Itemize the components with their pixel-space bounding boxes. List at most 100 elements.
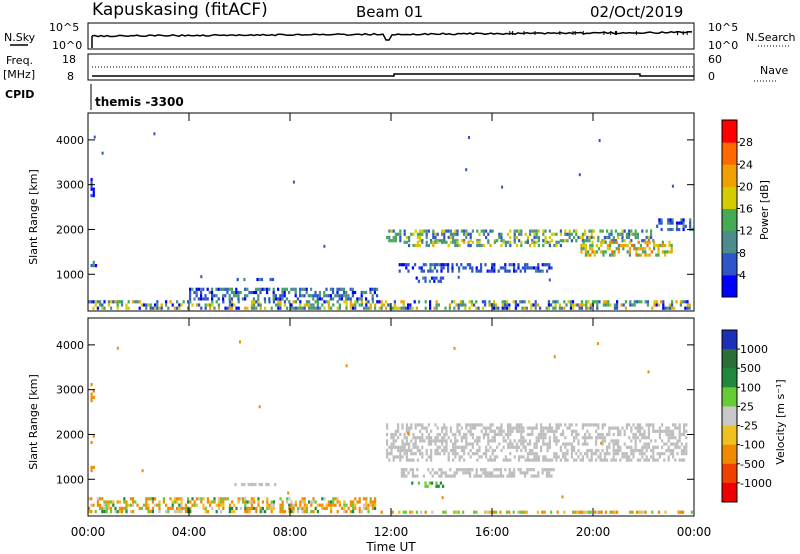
data-cell: [445, 442, 448, 446]
data-cell: [310, 294, 313, 298]
data-cell: [502, 474, 505, 478]
data-cell: [338, 303, 341, 307]
data-cell: [127, 300, 130, 304]
data-cell: [643, 442, 646, 446]
data-cell: [327, 300, 330, 304]
data-cell: [509, 458, 512, 462]
data-cell: [438, 432, 441, 437]
data-cell: [434, 452, 437, 456]
data-cell: [581, 235, 584, 240]
data-cell: [575, 239, 578, 243]
data-cell: [118, 506, 121, 510]
data-cell: [468, 300, 471, 304]
data-cell: [453, 474, 456, 478]
data-cell: [555, 436, 558, 440]
data-cell: [323, 497, 326, 501]
data-cell: [623, 452, 626, 456]
data-cell: [171, 500, 174, 504]
data-cell: [303, 500, 306, 504]
data-cell: [484, 510, 487, 514]
data-cell: [158, 510, 161, 514]
data-cell: [436, 448, 439, 453]
data-cell: [596, 510, 599, 514]
data-cell: [482, 426, 485, 430]
data-cell: [500, 426, 503, 430]
data-cell: [116, 306, 119, 310]
data-cell: [312, 510, 315, 514]
data-cell: [575, 423, 578, 427]
data-cell: [294, 500, 297, 504]
data-cell: [575, 229, 578, 233]
data-cell: [441, 240, 444, 244]
data-cell: [608, 426, 611, 430]
colorbar-swatch: [722, 208, 737, 232]
data-cell: [596, 300, 599, 304]
data-cell: [493, 468, 496, 472]
data-cell: [211, 294, 214, 298]
data-cell: [125, 306, 128, 310]
data-cell: [535, 439, 538, 443]
data-cell: [639, 458, 642, 462]
data-cell: [244, 497, 247, 501]
data-cell: [447, 243, 450, 248]
data-cell: [546, 426, 549, 430]
data-cell: [140, 506, 143, 510]
data-cell: [253, 500, 256, 504]
data-cell: [403, 229, 406, 233]
data-cell: [158, 506, 161, 510]
data-cell: [414, 263, 417, 267]
data-cell: [423, 229, 426, 233]
data-cell: [553, 429, 556, 433]
colorbar-swatch: [722, 387, 737, 407]
data-cell: [189, 290, 192, 295]
data-cell: [90, 264, 93, 268]
data-cell: [601, 439, 604, 443]
data-cell: [548, 458, 551, 462]
data-cell: [553, 232, 556, 236]
data-cell: [484, 300, 487, 304]
data-cell: [462, 266, 465, 270]
data-cell: [400, 468, 403, 472]
data-cell: [484, 471, 487, 475]
data-cell: [405, 426, 408, 430]
data-cell: [674, 458, 677, 462]
data-cell: [502, 439, 505, 443]
data-cell: [403, 432, 406, 437]
data-cell: [513, 445, 516, 449]
data-cell: [551, 426, 554, 430]
data-cell: [598, 300, 601, 304]
data-cell: [171, 303, 174, 307]
data-cell: [429, 266, 432, 270]
data-cell: [158, 500, 161, 504]
data-cell: [454, 432, 457, 437]
data-cell: [463, 240, 466, 244]
data-cell: [502, 240, 505, 244]
data-cell: [409, 468, 412, 472]
data-cell: [323, 290, 326, 295]
data-cell: [178, 497, 181, 501]
data-cell: [550, 468, 553, 472]
data-cell: [454, 448, 457, 453]
data-cell: [345, 364, 348, 368]
data-cell: [497, 468, 500, 472]
data-cell: [614, 439, 617, 443]
data-cell: [588, 423, 591, 427]
data-cell: [603, 458, 606, 462]
data-cell: [652, 445, 655, 449]
data-cell: [421, 445, 424, 449]
colorbar-swatch: [722, 142, 737, 165]
data-cell: [676, 439, 679, 443]
data-cell: [606, 229, 609, 233]
data-cell: [585, 300, 588, 304]
data-cell: [566, 452, 569, 456]
data-cell: [613, 250, 616, 254]
data-cell: [590, 448, 593, 453]
data-cell: [90, 465, 93, 469]
data-cell: [628, 253, 631, 257]
data-cell: [646, 253, 649, 257]
data-cell: [546, 442, 549, 446]
data-cell: [665, 448, 668, 453]
data-cell: [455, 510, 458, 514]
data-cell: [644, 240, 647, 244]
data-cell: [625, 452, 628, 456]
